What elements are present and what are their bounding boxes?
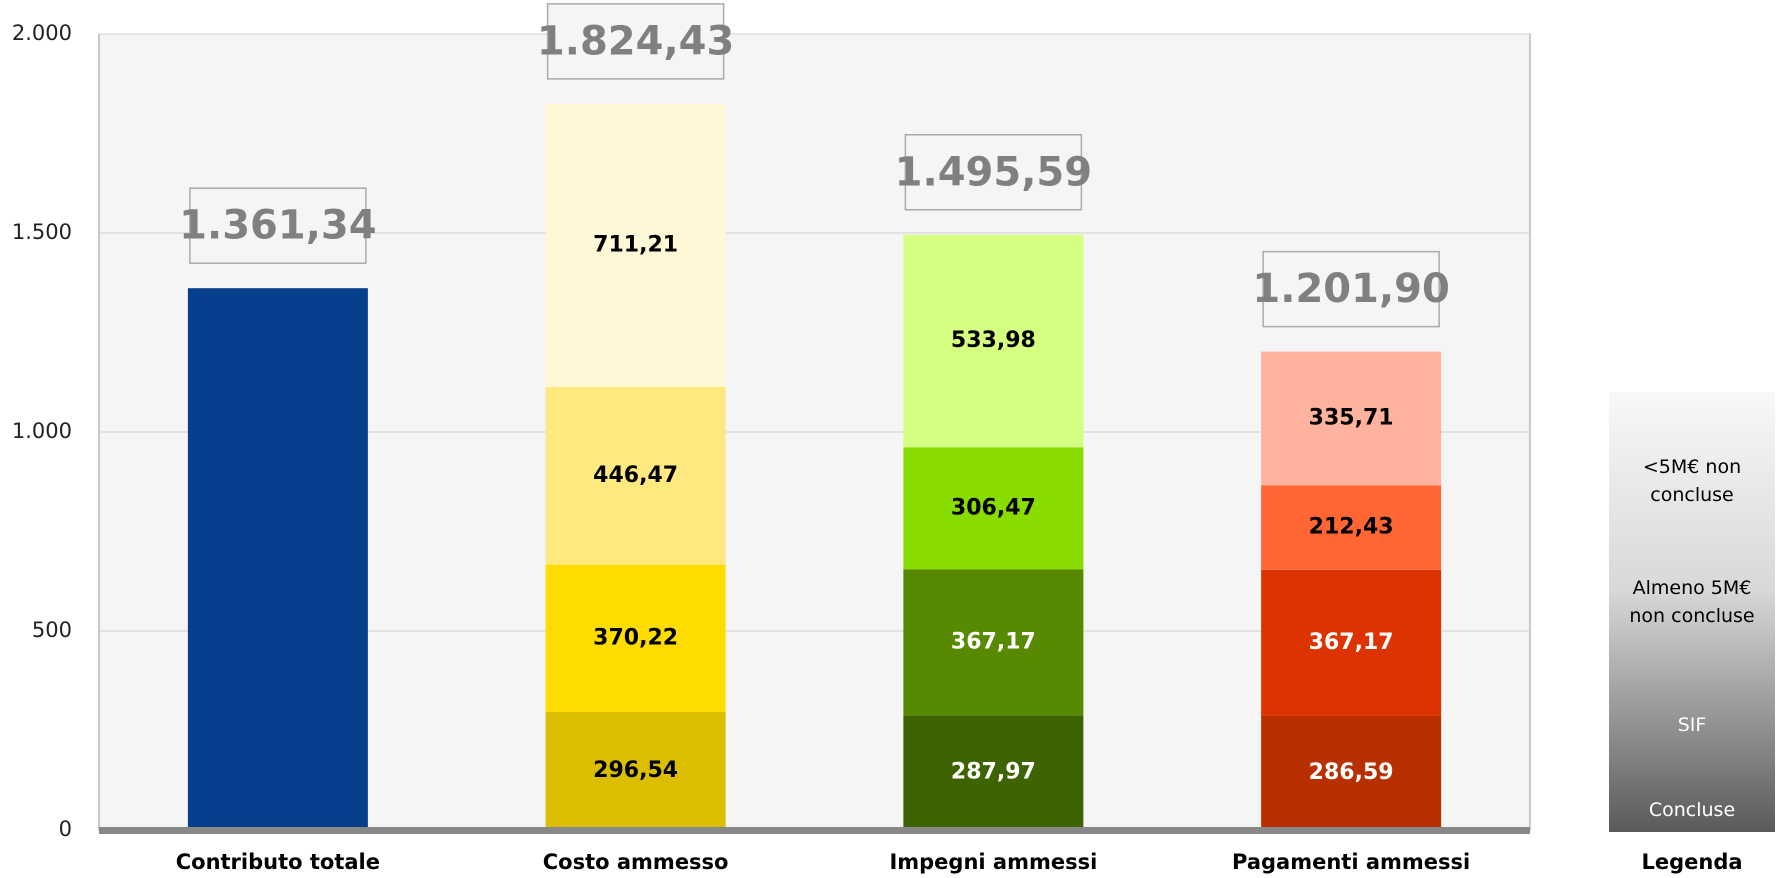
legend-item: Almeno 5M€ non concluse [1629, 577, 1755, 627]
legend-title: Legenda [1641, 850, 1742, 874]
value-label: 306,47 [951, 495, 1036, 520]
bar [187, 288, 368, 831]
y-tick-label: 2.000 [12, 21, 72, 45]
bar-segment [903, 447, 1084, 570]
y-tick-label: 0 [59, 817, 72, 841]
total-box [1262, 250, 1440, 328]
total-label: 1.824,43 [537, 18, 734, 64]
total-box [904, 134, 1083, 211]
y-tick-label: 1.000 [12, 419, 72, 443]
x-tick-label: Costo ammesso [543, 850, 729, 874]
bar-segment [545, 564, 726, 712]
value-label: 367,17 [1309, 630, 1394, 655]
total-label: 1.201,90 [1252, 266, 1449, 312]
total-box [189, 187, 367, 264]
bar-segment [545, 711, 726, 830]
bar-segment [1261, 485, 1442, 570]
y-tick-label: 500 [32, 618, 72, 642]
value-label: 370,22 [593, 625, 678, 650]
value-label: 287,97 [951, 760, 1036, 785]
value-label: 335,71 [1309, 405, 1394, 430]
bar-segment [903, 569, 1084, 716]
value-label: 367,17 [951, 629, 1036, 654]
x-tick-label: Pagamenti ammessi [1232, 850, 1470, 874]
total-label: 1.361,34 [179, 203, 376, 249]
bar-segment [545, 103, 726, 387]
value-label: 296,54 [593, 758, 678, 783]
legend-item: SIF [1677, 714, 1707, 736]
value-label: 212,43 [1309, 515, 1394, 540]
x-axis [99, 827, 1530, 834]
bar-segment [1261, 569, 1442, 716]
total-box [546, 3, 725, 80]
bar-segment [903, 234, 1084, 448]
bar-segment [1261, 715, 1442, 830]
y-tick-label: 1.500 [12, 220, 72, 244]
bar-segment [903, 715, 1084, 830]
value-label: 286,59 [1309, 760, 1394, 785]
bar-segment [1261, 351, 1442, 486]
value-label: 446,47 [593, 463, 678, 488]
x-tick-label: Impegni ammessi [889, 850, 1097, 874]
total-label: 1.495,59 [895, 149, 1092, 195]
x-tick-label: Contributo totale [176, 850, 380, 874]
value-label: 533,98 [951, 328, 1036, 353]
value-label: 711,21 [593, 232, 678, 257]
legend-box [1609, 392, 1775, 832]
legend-item: Concluse [1648, 799, 1736, 821]
legend-item: <5M€ non concluse [1642, 456, 1742, 506]
bar-segment [545, 386, 726, 565]
